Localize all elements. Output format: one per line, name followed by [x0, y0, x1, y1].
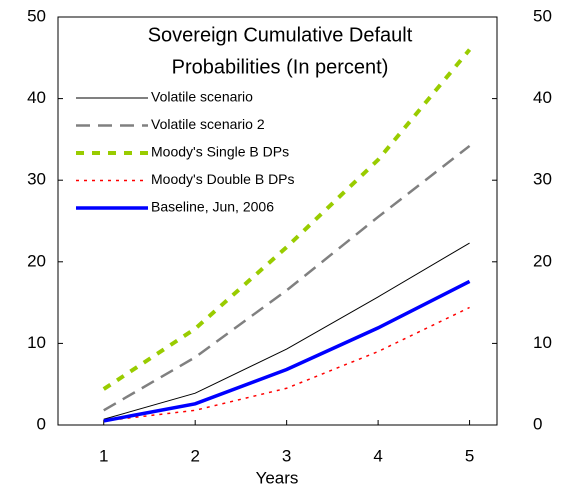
- chart-title: Probabilities (In percent): [172, 56, 389, 78]
- y-tick-label: 50: [27, 6, 46, 25]
- series-line: [102, 48, 472, 391]
- y2-tick-label: 10: [533, 333, 552, 352]
- x-tick-label: 4: [373, 446, 382, 465]
- y2-tick-label: 40: [533, 88, 552, 107]
- series-line: [103, 242, 470, 420]
- x-tick-label: 5: [465, 446, 474, 465]
- x-tick-label: 1: [99, 446, 108, 465]
- y-tick-label: 0: [37, 414, 46, 433]
- x-tick-label: 2: [190, 446, 199, 465]
- y2-tick-label: 0: [533, 414, 542, 433]
- x-axis-label: Years: [256, 468, 299, 487]
- y-tick-label: 40: [27, 88, 46, 107]
- y2-tick-label: 50: [533, 6, 552, 25]
- plot-frame: [57, 16, 498, 426]
- y-tick-label: 30: [27, 170, 46, 189]
- y2-tick-label: 30: [533, 170, 552, 189]
- chart-title: Sovereign Cumulative Default: [148, 24, 413, 46]
- series-line: [103, 306, 470, 422]
- legend-label: Volatile scenario 2: [151, 116, 265, 132]
- series-line: [103, 144, 471, 412]
- x-tick-label: 3: [282, 446, 291, 465]
- y-tick-label: 20: [27, 251, 46, 270]
- legend-label: Moody's Double B DPs: [151, 171, 295, 187]
- legend-label: Baseline, Jun, 2006: [151, 199, 274, 215]
- legend-label: Volatile scenario: [151, 89, 253, 105]
- series-line: [103, 279, 471, 423]
- y-tick-label: 10: [27, 333, 46, 352]
- legend-label: Moody's Single B DPs: [151, 144, 289, 160]
- y2-tick-label: 20: [533, 251, 552, 270]
